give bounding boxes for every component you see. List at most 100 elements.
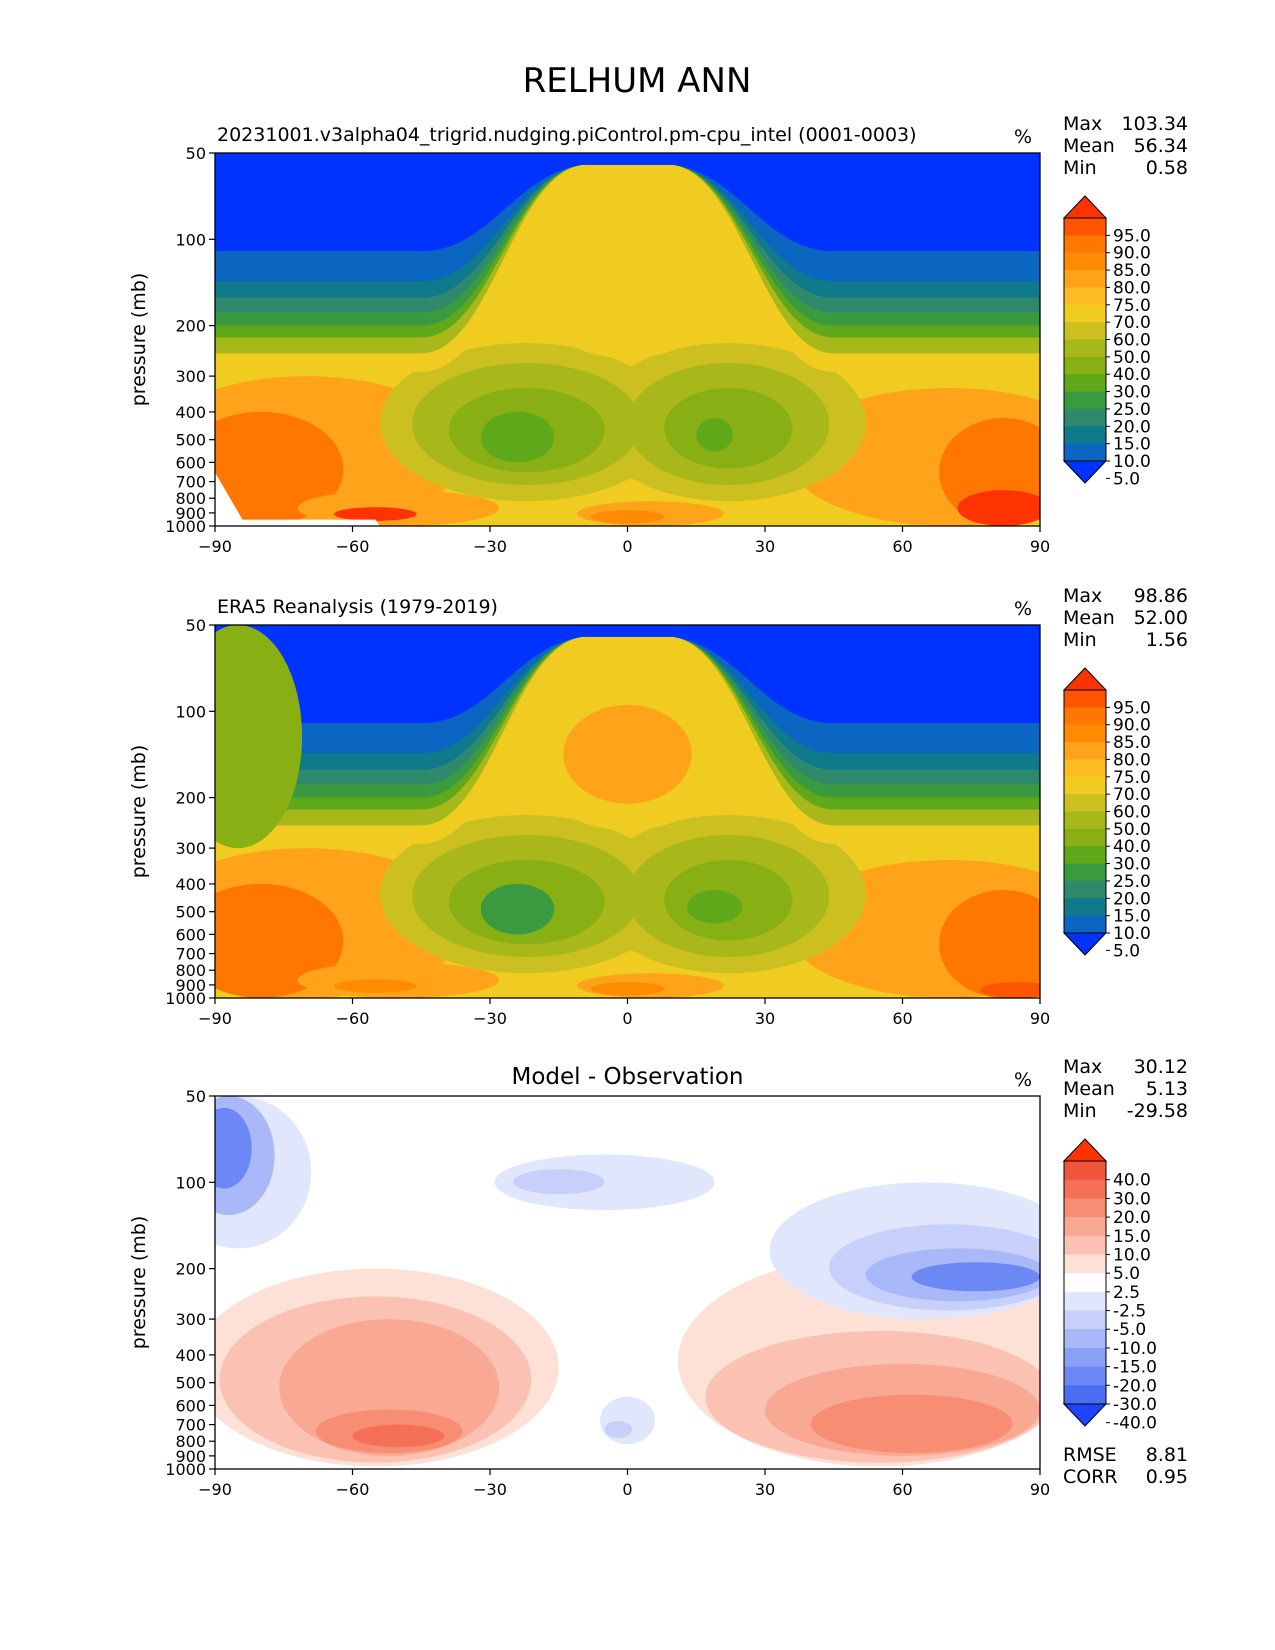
x-tick-label: 0 [622, 1480, 632, 1499]
colorbar-label: 90.0 [1113, 716, 1151, 736]
colorbar-label: 60.0 [1113, 803, 1151, 823]
colorbar-segment [1064, 759, 1106, 778]
x-tick-label: 0 [622, 537, 632, 556]
x-tick-label: 30 [755, 1480, 775, 1499]
colorbar-segment [1064, 322, 1106, 340]
metric-label: RMSE [1063, 1444, 1117, 1466]
colorbar-segment [1064, 1385, 1106, 1405]
colorbar-label: 5.0 [1113, 1264, 1140, 1284]
x-tick-label: −60 [336, 1480, 370, 1499]
y-tick-label: 600 [175, 453, 206, 472]
colorbar-label: 50.0 [1113, 820, 1151, 840]
colorbar-label: 25.0 [1113, 400, 1151, 420]
stat-label: Min [1063, 1100, 1097, 1122]
colorbar-label: 5.0 [1113, 941, 1140, 961]
stat-label: Mean [1063, 1078, 1115, 1100]
x-tick-label: 60 [892, 537, 912, 556]
x-tick-label: −30 [473, 1480, 507, 1499]
x-tick-label: 30 [755, 1009, 775, 1028]
figure-title: RELHUM ANN [523, 61, 752, 101]
colorbar-label: 15.0 [1113, 907, 1151, 927]
colorbar-extend-max [1062, 1138, 1108, 1162]
panel-title: ERA5 Reanalysis (1979-2019) [217, 596, 498, 618]
colorbar-extend-max [1062, 195, 1108, 219]
y-tick-label: 700 [175, 473, 206, 492]
colorbar-label: 15.0 [1113, 435, 1151, 455]
colorbar-label: 70.0 [1113, 313, 1151, 333]
x-tick-label: −90 [198, 537, 232, 556]
stat-value: 0.58 [1146, 157, 1188, 179]
colorbar-segment [1064, 443, 1106, 462]
colorbar-segment [1064, 1179, 1106, 1199]
y-tick-label: 1000 [165, 989, 206, 1008]
y-tick-label: 200 [175, 789, 206, 808]
colorbar-label: 80.0 [1113, 750, 1151, 770]
units-label: % [1014, 598, 1032, 620]
colorbar-extend-max [1062, 667, 1108, 691]
panel-difference: Model - Observation % pressure (mb) 50 100 20… [128, 1056, 1188, 1499]
colorbar-label: -15.0 [1113, 1358, 1157, 1378]
colorbar-segment [1064, 339, 1106, 358]
colorbar-segment [1064, 1235, 1106, 1255]
colorbar-segment [1064, 828, 1106, 847]
y-tick-label: 100 [175, 1173, 206, 1192]
colorbar-label: 80.0 [1113, 278, 1151, 298]
colorbar-label: 75.0 [1113, 296, 1151, 316]
y-axis-label: pressure (mb) [128, 1216, 150, 1350]
y-tick-label: 50 [186, 616, 206, 635]
colorbar-segment [1064, 235, 1106, 254]
panel-title: 20231001.v3alpha04_trigrid.nudging.piCon… [217, 124, 917, 146]
colorbar-label: 5.0 [1113, 469, 1140, 489]
y-tick-label: 1000 [165, 1460, 206, 1479]
colorbar-segment [1064, 408, 1106, 427]
colorbar-segment [1064, 690, 1106, 708]
y-tick-label: 800 [175, 961, 206, 980]
y-tick-label: 50 [186, 144, 206, 163]
y-tick-label: 300 [175, 367, 206, 386]
x-tick-label: −90 [198, 1480, 232, 1499]
colorbar-segment [1064, 724, 1106, 743]
y-tick-label: 900 [175, 504, 206, 523]
colorbar-segment [1064, 1347, 1106, 1368]
x-tick-label: 90 [1030, 1009, 1050, 1028]
y-tick-label: 500 [175, 1374, 206, 1393]
stat-label: Min [1063, 157, 1097, 179]
colorbar-segment [1064, 287, 1106, 306]
colorbar-segment [1064, 218, 1106, 236]
colorbar-segment [1064, 915, 1106, 934]
stat-value: 30.12 [1134, 1056, 1188, 1078]
stat-label: Max [1063, 113, 1102, 135]
colorbar-label: 20.0 [1113, 889, 1151, 909]
y-tick-label: 700 [175, 1416, 206, 1435]
x-tick-label: −60 [336, 537, 370, 556]
colorbar-label: 10.0 [1113, 1245, 1151, 1265]
colorbar-label: 85.0 [1113, 261, 1151, 281]
y-axis-label: pressure (mb) [128, 273, 150, 407]
colorbar-label: 10.0 [1113, 924, 1151, 944]
metric-value: 8.81 [1146, 1444, 1188, 1466]
contour-field [215, 1096, 1040, 1469]
panel-model: 20231001.v3alpha04_trigrid.nudging.piCon… [128, 113, 1188, 556]
stat-value: -29.58 [1127, 1100, 1188, 1122]
y-tick-label: 200 [175, 317, 206, 336]
colorbar-segment [1064, 304, 1106, 323]
x-tick-label: 60 [892, 1480, 912, 1499]
colorbar-segment [1064, 880, 1106, 899]
colorbar-segment [1064, 1310, 1106, 1330]
colorbar-segment [1064, 846, 1106, 865]
contour-field [215, 625, 1040, 998]
x-tick-label: 0 [622, 1009, 632, 1028]
stat-label: Min [1063, 629, 1097, 651]
colorbar-label: 60.0 [1113, 331, 1151, 351]
y-tick-label: 400 [175, 1346, 206, 1365]
colorbar-extend-min [1062, 460, 1108, 484]
colorbar-label: 95.0 [1113, 698, 1151, 718]
colorbar-segment [1064, 794, 1106, 812]
metric-label: CORR [1063, 1466, 1118, 1488]
colorbar-label: 40.0 [1113, 1171, 1151, 1191]
y-tick-label: 900 [175, 976, 206, 995]
y-axis-label: pressure (mb) [128, 745, 150, 879]
y-tick-label: 500 [175, 903, 206, 922]
x-tick-label: −30 [473, 537, 507, 556]
